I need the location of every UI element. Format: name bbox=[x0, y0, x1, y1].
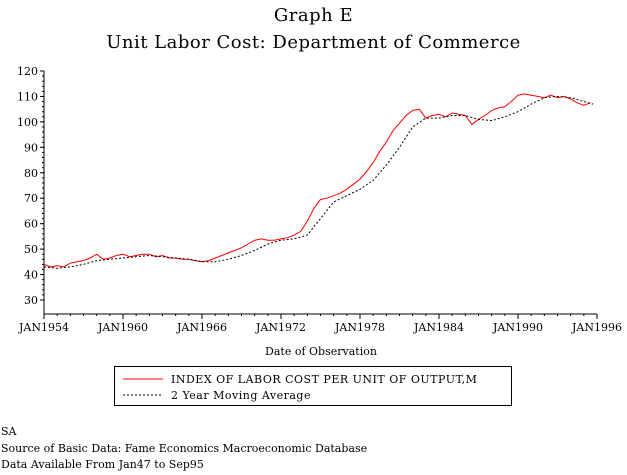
legend-label-index: INDEX OF LABOR COST PER UNIT OF OUTPUT,M bbox=[171, 372, 478, 386]
x-tick-label: JAN1960 bbox=[97, 321, 148, 334]
y-tick-label: 30 bbox=[24, 294, 38, 307]
chart-subtitle: Unit Labor Cost: Department of Commerce bbox=[106, 32, 521, 53]
chart-title: Graph E bbox=[273, 5, 354, 26]
y-tick-label: 80 bbox=[24, 167, 38, 180]
x-tick-label: JAN1984 bbox=[413, 321, 464, 334]
y-tick-label: 110 bbox=[17, 90, 38, 103]
legend-swatch-dashed bbox=[123, 394, 163, 396]
series-line-moving-average bbox=[43, 95, 594, 269]
legend-label-moving-average: 2 Year Moving Average bbox=[171, 388, 311, 402]
footnote-source: Source of Basic Data: Fame Economics Mac… bbox=[1, 442, 368, 455]
y-tick-label: 60 bbox=[24, 218, 38, 231]
x-axis-label: Date of Observation bbox=[265, 345, 377, 358]
footnote-availability: Data Available From Jan47 to Sep95 bbox=[1, 458, 204, 471]
legend-swatch-solid bbox=[123, 378, 163, 380]
footnote-seasonal: SA bbox=[1, 425, 17, 438]
x-tick-label: JAN1978 bbox=[334, 321, 385, 334]
x-tick-label: JAN1966 bbox=[176, 321, 227, 334]
axes: 30 40 50 60 70 80 90 100 110 120 JAN1954 JAN1960 JAN… bbox=[17, 65, 622, 334]
y-tick-label: 50 bbox=[24, 243, 38, 256]
y-tick-label: 70 bbox=[24, 192, 38, 205]
series-group bbox=[43, 93, 594, 269]
x-tick-label: JAN1996 bbox=[571, 321, 622, 334]
series-line-index bbox=[43, 93, 591, 268]
y-tick-label: 90 bbox=[24, 141, 38, 154]
legend-item-index: INDEX OF LABOR COST PER UNIT OF OUTPUT,M bbox=[123, 371, 477, 387]
y-tick-label: 100 bbox=[17, 116, 38, 129]
x-tick-label: JAN1972 bbox=[255, 321, 306, 334]
y-tick-label: 120 bbox=[17, 65, 38, 78]
x-tick-label: JAN1954 bbox=[18, 321, 69, 334]
y-tick-label: 40 bbox=[24, 269, 38, 282]
legend-item-moving-average: 2 Year Moving Average bbox=[123, 387, 311, 403]
legend: INDEX OF LABOR COST PER UNIT OF OUTPUT,M… bbox=[114, 366, 512, 406]
x-tick-label: JAN1990 bbox=[492, 321, 543, 334]
